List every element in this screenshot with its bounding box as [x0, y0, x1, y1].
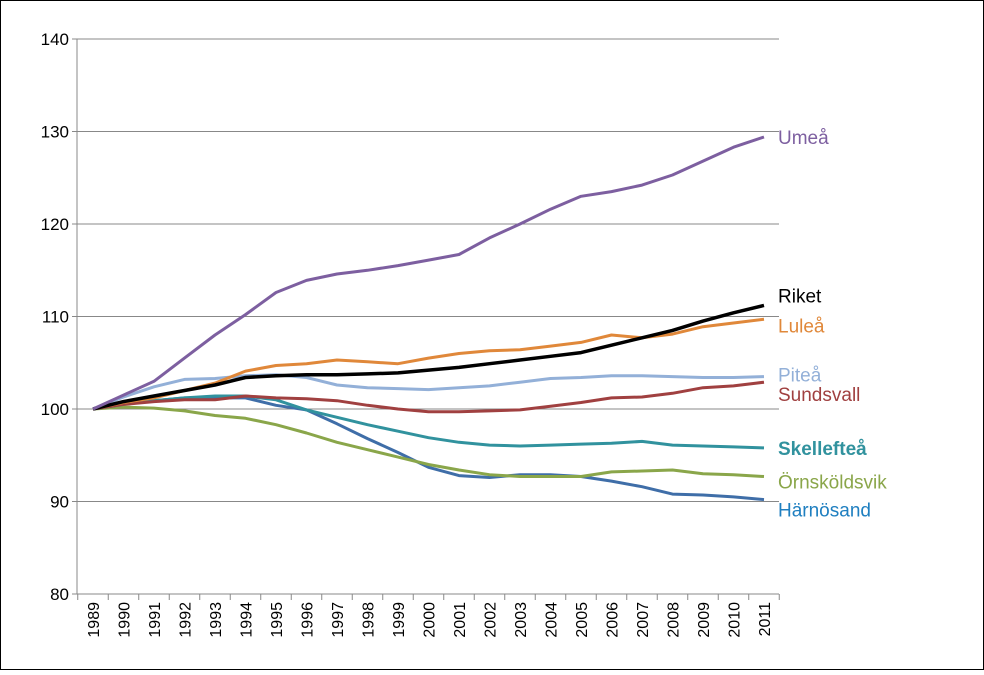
x-tick-label: 1995: [269, 602, 286, 638]
x-tick-label: 1990: [117, 602, 134, 638]
x-tick-label: 2009: [696, 602, 713, 638]
series-label: Umeå: [778, 128, 829, 149]
series-line: [92, 405, 765, 478]
y-tick-label: 140: [41, 30, 69, 49]
y-tick-label: 90: [50, 493, 69, 512]
x-tick-label: 1996: [300, 602, 317, 638]
series-label: Sundsvall: [778, 385, 860, 406]
x-tick-label: 2006: [605, 602, 622, 638]
x-tick-label: 1997: [330, 602, 347, 638]
x-tick-label: 1992: [178, 602, 195, 638]
x-tick-label: 2007: [635, 602, 652, 638]
series-label: Örnsköldsvik: [778, 473, 887, 494]
x-tick-label: 1999: [391, 602, 408, 638]
x-tick-label: 2000: [422, 602, 439, 638]
y-tick-label: 80: [50, 585, 69, 604]
x-tick-label: 1989: [86, 602, 103, 638]
x-tick-label: 1991: [147, 602, 164, 638]
x-tick-label: 2011: [757, 602, 774, 637]
series-line: [92, 394, 765, 450]
series-line: [92, 380, 765, 414]
series-label: Luleå: [778, 316, 825, 337]
series-line: [92, 135, 765, 411]
y-tick-label: 100: [41, 400, 69, 419]
y-tick-label: 130: [41, 123, 69, 142]
x-tick-label: 1998: [361, 602, 378, 638]
x-tick-label: 2001: [452, 602, 469, 638]
x-tick-label: 2002: [483, 602, 500, 638]
series-line: [92, 303, 765, 411]
x-tick-label: 2010: [727, 602, 744, 638]
series-label: Härnösand: [778, 501, 871, 522]
x-tick-label: 2003: [513, 602, 530, 638]
x-tick-label: 2008: [666, 602, 683, 638]
y-tick-label: 110: [42, 308, 69, 327]
y-tick-label: 120: [41, 215, 69, 234]
series-label: Piteå: [778, 366, 822, 387]
series-line: [92, 373, 765, 411]
series-label: Skellefteå: [778, 439, 867, 460]
x-tick-label: 1994: [239, 602, 256, 638]
x-tick-label: 2004: [544, 602, 561, 638]
x-tick-label: 2005: [574, 602, 591, 638]
x-tick-label: 1993: [208, 602, 225, 638]
series-label: Riket: [778, 286, 822, 307]
